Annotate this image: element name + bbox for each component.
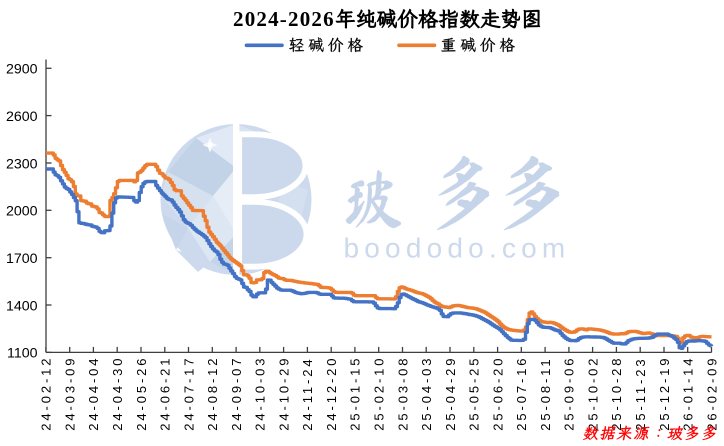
- svg-text:25-11-23: 25-11-23: [633, 357, 648, 431]
- svg-text:24-09-07: 24-09-07: [229, 356, 244, 431]
- svg-text:24-05-26: 24-05-26: [134, 356, 149, 431]
- svg-text:1700: 1700: [6, 251, 38, 267]
- svg-text:25-02-10: 25-02-10: [372, 356, 387, 431]
- svg-text:26-01-14: 26-01-14: [681, 356, 696, 431]
- svg-text:2300: 2300: [6, 156, 38, 172]
- svg-text:24-06-21: 24-06-21: [158, 356, 173, 431]
- svg-text:boododo.com: boododo.com: [344, 233, 571, 264]
- svg-text:24-10-03: 24-10-03: [253, 356, 268, 431]
- svg-text:24-07-17: 24-07-17: [181, 356, 196, 431]
- svg-text:24-12-20: 24-12-20: [324, 356, 339, 431]
- svg-text:25-06-20: 25-06-20: [490, 356, 505, 431]
- svg-text:2900: 2900: [6, 62, 38, 78]
- svg-text:25-04-03: 25-04-03: [419, 356, 434, 431]
- svg-text:25-08-11: 25-08-11: [538, 357, 553, 431]
- svg-text:24-11-24: 24-11-24: [300, 357, 315, 431]
- svg-text:25-07-16: 25-07-16: [514, 356, 529, 431]
- svg-text:25-04-29: 25-04-29: [443, 356, 458, 431]
- svg-text:2000: 2000: [6, 204, 38, 220]
- svg-text:25-05-25: 25-05-25: [467, 356, 482, 431]
- svg-text:1400: 1400: [6, 298, 38, 314]
- svg-text:25-12-19: 25-12-19: [657, 356, 672, 431]
- svg-text:25-10-02: 25-10-02: [585, 356, 600, 431]
- svg-text:1100: 1100: [7, 346, 38, 362]
- svg-text:2600: 2600: [6, 109, 38, 125]
- svg-text:25-10-28: 25-10-28: [609, 356, 624, 431]
- svg-text:25-09-06: 25-09-06: [562, 356, 577, 431]
- svg-text:25-03-08: 25-03-08: [395, 356, 410, 431]
- svg-text:24-04-04: 24-04-04: [86, 356, 101, 431]
- svg-text:24-02-12: 24-02-12: [39, 356, 54, 431]
- svg-text:25-01-15: 25-01-15: [348, 356, 363, 431]
- svg-text:24-04-30: 24-04-30: [110, 356, 125, 431]
- svg-text:26-02-09: 26-02-09: [704, 356, 719, 431]
- svg-text:24-10-29: 24-10-29: [276, 356, 291, 431]
- svg-text:24-08-12: 24-08-12: [205, 356, 220, 431]
- svg-text:24-03-09: 24-03-09: [63, 356, 78, 431]
- svg-text:2024-2026: 2024-2026: [233, 7, 335, 31]
